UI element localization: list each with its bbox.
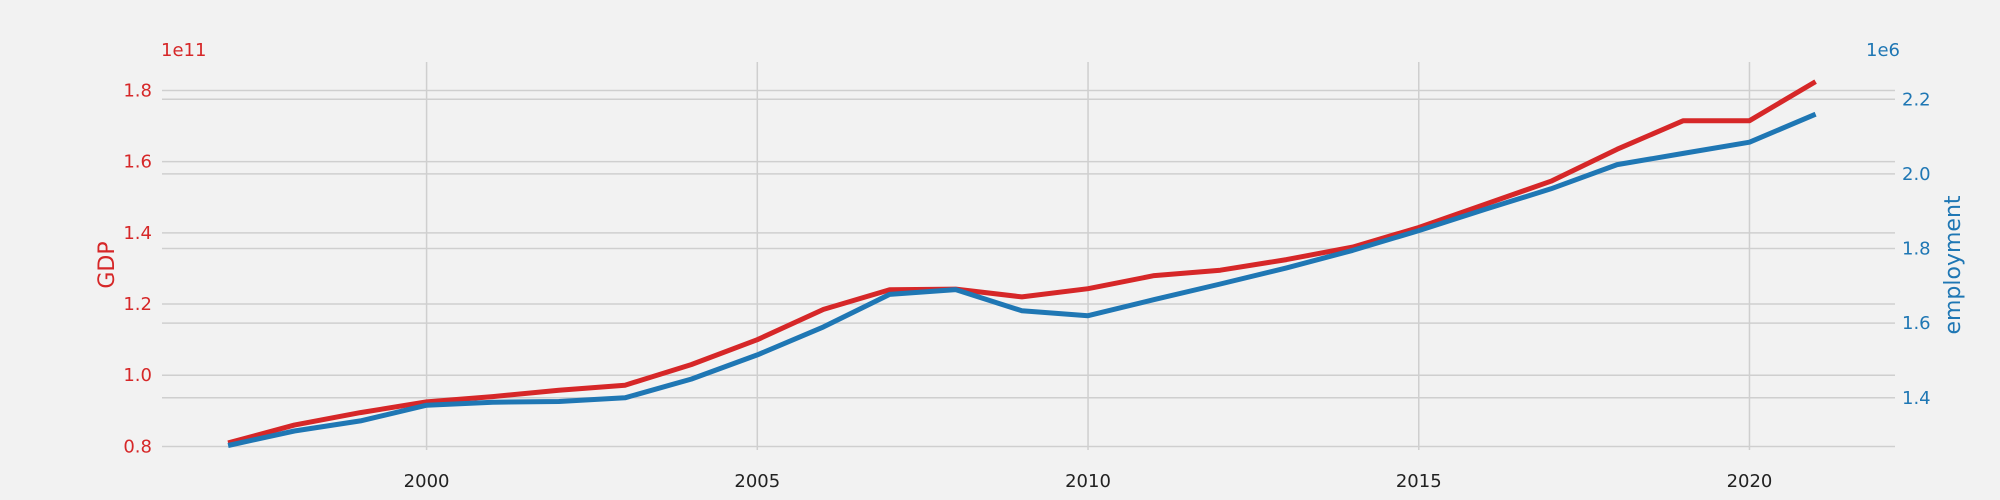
grid [162, 62, 1895, 450]
series-layer [227, 79, 1817, 448]
right-tick-label: 1.4 [1902, 388, 1931, 409]
left-tick-label: 1.8 [123, 80, 152, 101]
left-axis-label: GDP [95, 241, 120, 288]
x-axis-ticks: 2000 2005 2010 2015 2020 [404, 471, 1773, 492]
left-axis-ticks: 0.8 1.0 1.2 1.4 1.6 1.8 [123, 80, 152, 457]
left-tick-label: 0.8 [123, 436, 152, 457]
employment-series-line [227, 111, 1817, 448]
left-tick-label: 1.0 [123, 365, 152, 386]
right-tick-label: 1.8 [1902, 239, 1931, 260]
right-axis-ticks: 1.4 1.6 1.8 2.0 2.2 [1902, 89, 1931, 408]
x-tick-label: 2020 [1727, 471, 1773, 492]
x-tick-label: 2015 [1396, 471, 1442, 492]
right-tick-label: 1.6 [1902, 313, 1931, 334]
left-axis-offset-text: 1e11 [161, 40, 206, 61]
GDP-series-line [227, 79, 1817, 446]
left-tick-label: 1.6 [123, 152, 152, 173]
x-tick-label: 2000 [404, 471, 450, 492]
left-tick-label: 1.4 [123, 223, 152, 244]
right-axis-label: employment [1941, 195, 1966, 334]
left-tick-label: 1.2 [123, 294, 152, 315]
right-tick-label: 2.0 [1902, 164, 1931, 185]
right-axis-offset-text: 1e6 [1866, 40, 1900, 61]
right-tick-label: 2.2 [1902, 89, 1931, 110]
x-tick-label: 2005 [734, 471, 780, 492]
x-tick-label: 2010 [1065, 471, 1111, 492]
